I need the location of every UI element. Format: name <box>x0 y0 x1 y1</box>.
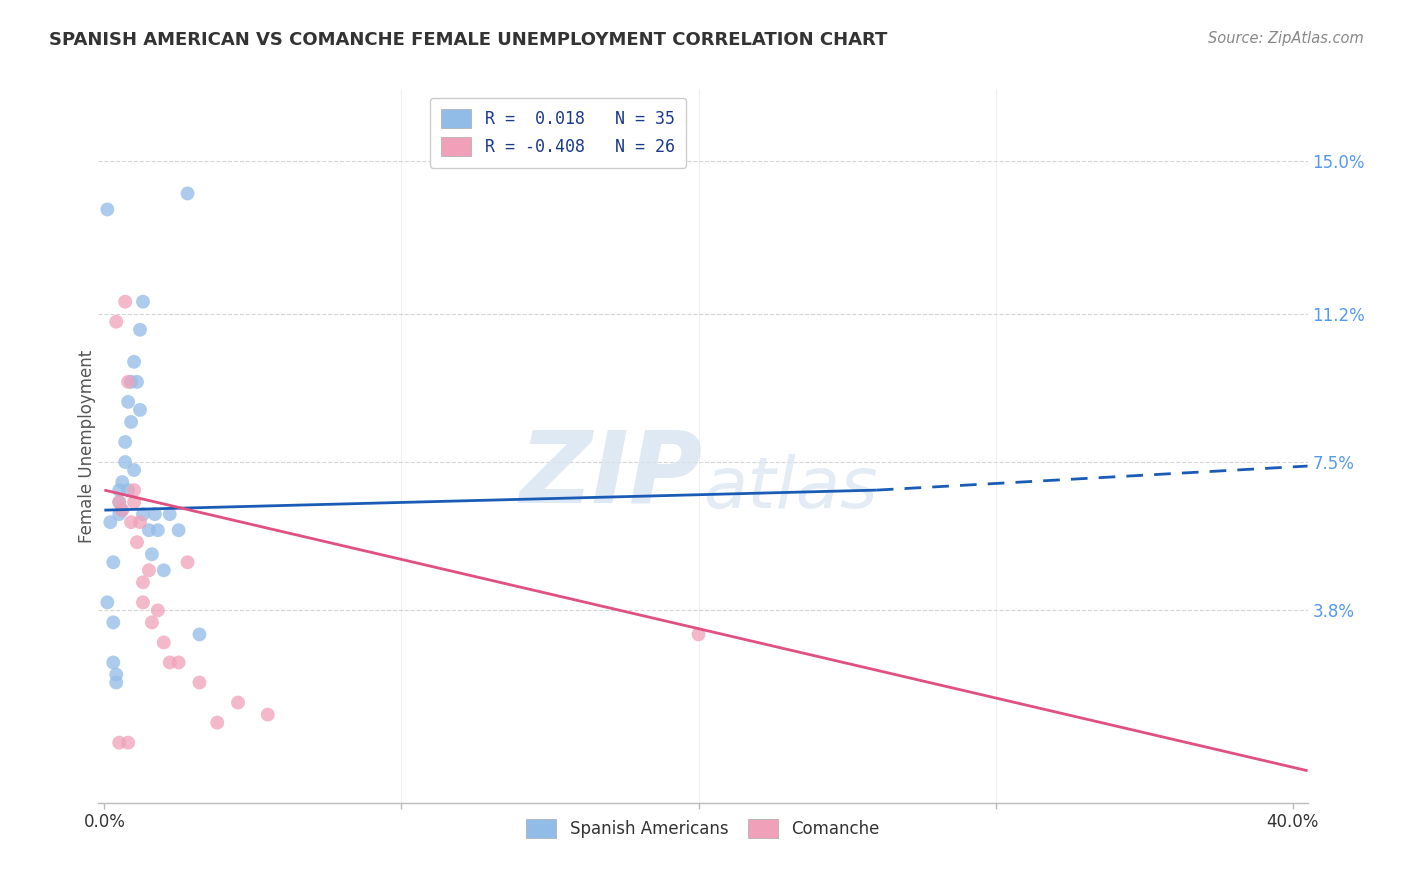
Point <box>117 483 139 497</box>
Point <box>96 202 118 217</box>
Legend: Spanish Americans, Comanche: Spanish Americans, Comanche <box>519 812 887 845</box>
Point <box>114 294 136 309</box>
Point <box>111 503 134 517</box>
Point <box>103 555 125 569</box>
Point <box>129 515 152 529</box>
Point <box>120 515 142 529</box>
Point <box>108 483 131 497</box>
Point <box>105 667 128 681</box>
Point <box>117 395 139 409</box>
Point <box>132 294 155 309</box>
Point <box>120 375 142 389</box>
Point <box>132 595 155 609</box>
Point <box>129 403 152 417</box>
Point <box>111 503 134 517</box>
Point <box>146 523 169 537</box>
Point <box>111 475 134 489</box>
Point <box>103 615 125 630</box>
Point <box>122 355 145 369</box>
Point <box>132 575 155 590</box>
Text: SPANISH AMERICAN VS COMANCHE FEMALE UNEMPLOYMENT CORRELATION CHART: SPANISH AMERICAN VS COMANCHE FEMALE UNEM… <box>49 31 887 49</box>
Point <box>143 507 166 521</box>
Point <box>108 736 131 750</box>
Point <box>146 603 169 617</box>
Point <box>159 656 181 670</box>
Point <box>122 463 145 477</box>
Y-axis label: Female Unemployment: Female Unemployment <box>79 350 96 542</box>
Text: atlas: atlas <box>703 454 877 524</box>
Point <box>108 507 131 521</box>
Point <box>125 535 148 549</box>
Point <box>122 483 145 497</box>
Point <box>114 435 136 450</box>
Point <box>152 563 174 577</box>
Point <box>138 563 160 577</box>
Point <box>256 707 278 722</box>
Point <box>188 675 211 690</box>
Point <box>159 507 181 521</box>
Point <box>120 415 142 429</box>
Point <box>122 495 145 509</box>
Point <box>114 455 136 469</box>
Point <box>138 523 160 537</box>
Point <box>176 186 198 201</box>
Point <box>125 375 148 389</box>
Point <box>207 715 229 730</box>
Point <box>98 515 121 529</box>
Point <box>167 656 190 670</box>
Point <box>688 627 710 641</box>
Point <box>141 615 163 630</box>
Point <box>176 555 198 569</box>
Point <box>129 323 152 337</box>
Point <box>152 635 174 649</box>
Point <box>226 696 249 710</box>
Point <box>105 315 128 329</box>
Point <box>96 595 118 609</box>
Point <box>167 523 190 537</box>
Point <box>105 675 128 690</box>
Point <box>132 507 155 521</box>
Point <box>141 547 163 561</box>
Point <box>188 627 211 641</box>
Point <box>108 495 131 509</box>
Text: Source: ZipAtlas.com: Source: ZipAtlas.com <box>1208 31 1364 46</box>
Point <box>103 656 125 670</box>
Point <box>117 736 139 750</box>
Point <box>117 375 139 389</box>
Text: ZIP: ZIP <box>520 426 703 523</box>
Point <box>108 495 131 509</box>
